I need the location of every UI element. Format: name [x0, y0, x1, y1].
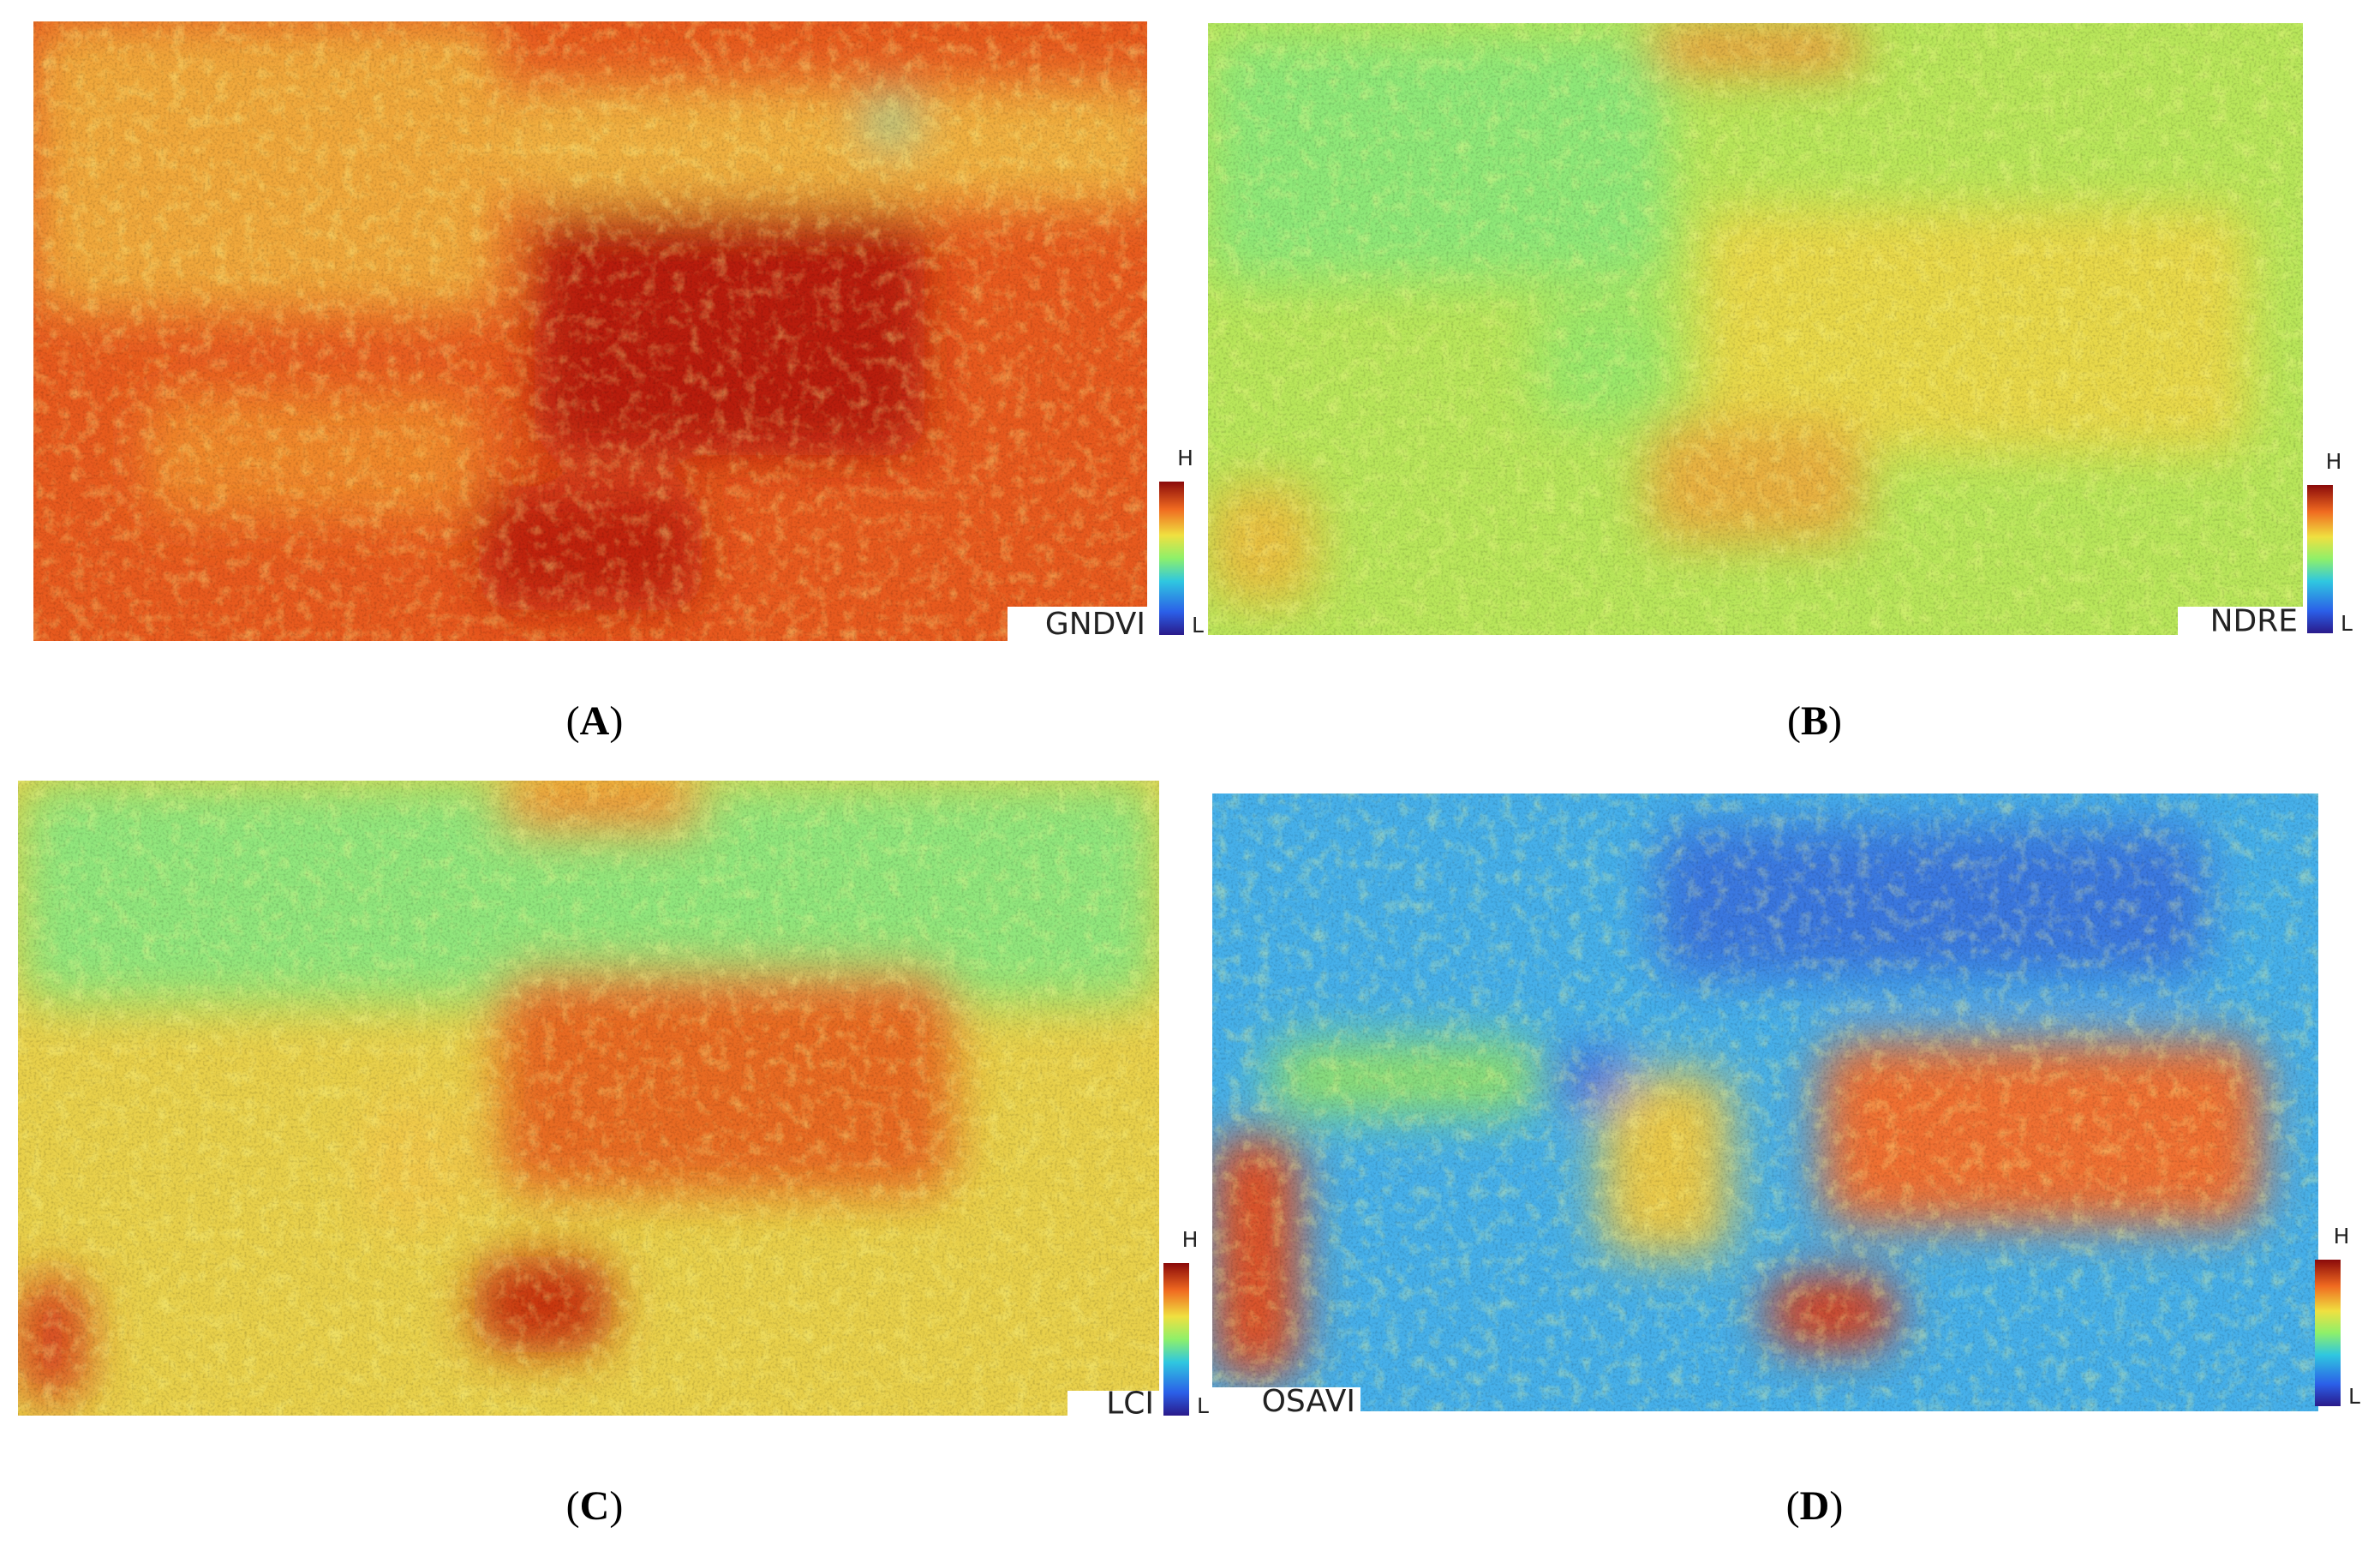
- panel: OSAVI H L (D): [1212, 793, 2360, 1529]
- colorbar-high: H: [2334, 1224, 2350, 1249]
- map-grain: [33, 21, 1147, 641]
- caption-part: B: [1801, 698, 1828, 744]
- colorbar-low: L: [1197, 1393, 1209, 1418]
- index-label: OSAVI: [1262, 1384, 1355, 1419]
- colorbar-high: H: [1182, 1227, 1199, 1252]
- caption-part: ): [609, 1483, 623, 1529]
- panel-caption: (C): [566, 1483, 624, 1529]
- index-map: [18, 781, 1159, 1416]
- colorbar-low: L: [2341, 611, 2353, 636]
- index-map: [1208, 23, 2303, 635]
- index-label-box: [1008, 607, 1151, 641]
- caption-part: ): [1828, 698, 1842, 744]
- index-label-box: [1212, 1387, 1360, 1415]
- index-map: [33, 21, 1147, 641]
- colorbar-high: H: [1177, 446, 1193, 470]
- index-label-box: [2178, 607, 2303, 635]
- caption-part: ): [1829, 1483, 1843, 1529]
- caption-part: D: [1800, 1483, 1830, 1529]
- caption-part: (: [1786, 1483, 1800, 1529]
- caption-part: (: [1787, 698, 1801, 744]
- colorbar: [1163, 1263, 1189, 1416]
- caption-part: ): [609, 698, 623, 744]
- colorbar: [1159, 482, 1184, 635]
- colorbar-low: L: [2348, 1384, 2360, 1409]
- map-grain: [18, 781, 1159, 1416]
- colorbar-low: L: [1192, 613, 1204, 638]
- index-map: [1212, 793, 2318, 1411]
- map-grain: [1208, 23, 2303, 635]
- colorbar: [2307, 485, 2333, 633]
- panel: LCI H L (C): [18, 781, 1209, 1529]
- panel-caption: (D): [1786, 1483, 1844, 1529]
- index-label: LCI: [1106, 1386, 1154, 1422]
- index-label: GNDVI: [1045, 607, 1145, 642]
- panel-caption: (B): [1787, 698, 1842, 744]
- index-label-box: [1067, 1391, 1159, 1416]
- panel-caption: (A): [566, 698, 624, 744]
- caption-part: (: [566, 1483, 580, 1529]
- caption-part: A: [580, 698, 610, 744]
- panel: NDRE H L (B): [1208, 23, 2353, 744]
- map-grain: [1212, 793, 2318, 1411]
- caption-part: (: [566, 698, 580, 744]
- panel: GNDVI H L (A): [33, 21, 1204, 744]
- colorbar: [2315, 1260, 2341, 1406]
- caption-part: C: [580, 1483, 610, 1529]
- colorbar-high: H: [2326, 449, 2342, 474]
- index-label: NDRE: [2210, 604, 2298, 639]
